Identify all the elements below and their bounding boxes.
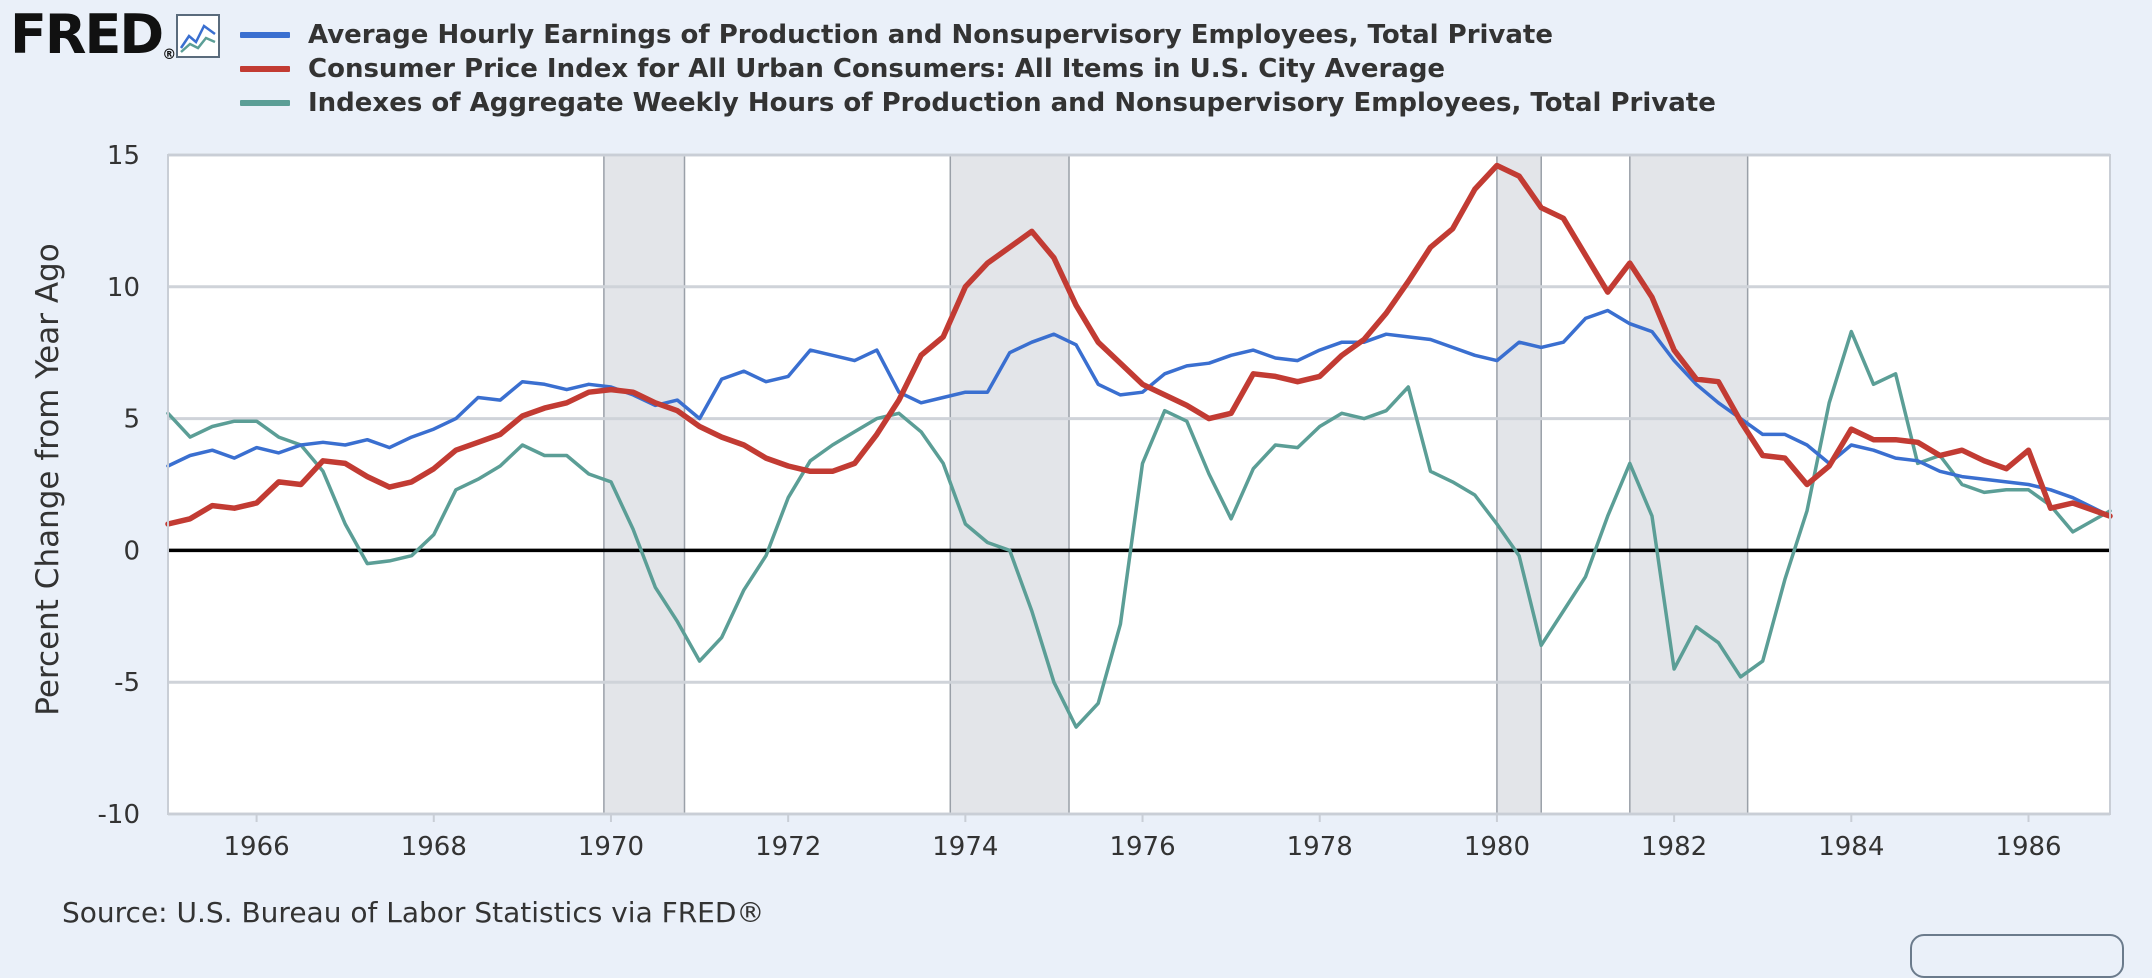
x-tick-label-1976: 1976 — [1109, 832, 1175, 862]
recession-band-2 — [1496, 154, 1542, 815]
y-axis-title: Percent Change from Year Ago — [30, 243, 66, 715]
legend-label-hours: Indexes of Aggregate Weekly Hours of Pro… — [308, 88, 1716, 118]
legend: Average Hourly Earnings of Production an… — [240, 18, 1716, 120]
y-axis-ticks: -10 -5 0 5 10 15 — [98, 141, 140, 830]
x-tick-label-1968: 1968 — [401, 832, 467, 862]
x-tick-label-1978: 1978 — [1287, 832, 1353, 862]
plot-frame — [167, 154, 2111, 815]
fred-logo[interactable]: FRED® — [10, 3, 177, 66]
recession-band-0 — [603, 154, 686, 815]
x-tick-label-1974: 1974 — [932, 832, 998, 862]
y-tick-label-0: 0 — [123, 536, 140, 566]
y-tick-label--5: -5 — [114, 668, 140, 698]
series-line-earnings — [166, 308, 2112, 518]
y-tick-label-15: 15 — [107, 141, 140, 171]
legend-item-cpi[interactable]: Consumer Price Index for All Urban Consu… — [240, 52, 1716, 86]
legend-swatch-earnings — [240, 32, 290, 38]
legend-item-earnings[interactable]: Average Hourly Earnings of Production an… — [240, 18, 1716, 52]
x-tick-label-1980: 1980 — [1464, 832, 1530, 862]
series-lines — [165, 162, 2113, 729]
edit-graph-button[interactable] — [1910, 934, 2124, 978]
x-tick-label-1982: 1982 — [1641, 832, 1707, 862]
series-line-cpi — [165, 162, 2113, 527]
legend-swatch-hours — [240, 100, 290, 106]
line-chart-icon[interactable] — [176, 14, 220, 58]
x-tick-label-1986: 1986 — [1995, 832, 2061, 862]
recession-shading — [168, 154, 2110, 815]
x-tick-label-1972: 1972 — [755, 832, 821, 862]
y-tick-label-10: 10 — [107, 273, 140, 303]
legend-swatch-cpi — [240, 66, 290, 72]
x-tick-label-1970: 1970 — [578, 832, 644, 862]
y-tick-label--10: -10 — [98, 800, 140, 830]
recession-band-3 — [1629, 154, 1749, 815]
legend-item-hours[interactable]: Indexes of Aggregate Weekly Hours of Pro… — [240, 86, 1716, 120]
x-tick-label-1966: 1966 — [224, 832, 290, 862]
legend-label-earnings: Average Hourly Earnings of Production an… — [308, 20, 1553, 50]
x-tick-label-1984: 1984 — [1818, 832, 1884, 862]
x-axis-ticks: 1966 1968 1970 1972 1974 1976 1978 1980 1982 1984… — [224, 814, 2062, 862]
legend-label-cpi: Consumer Price Index for All Urban Consu… — [308, 54, 1446, 84]
y-tick-label-5: 5 — [123, 405, 140, 435]
series-line-hours — [166, 329, 2112, 729]
line-chart: -10 -5 0 5 10 15 1966 1968 1970 1972 1974 1976 1978… — [30, 141, 2113, 862]
recession-band-1 — [949, 154, 1070, 815]
registered-mark: ® — [162, 47, 177, 63]
source-note: Source: U.S. Bureau of Labor Statistics … — [62, 896, 765, 929]
